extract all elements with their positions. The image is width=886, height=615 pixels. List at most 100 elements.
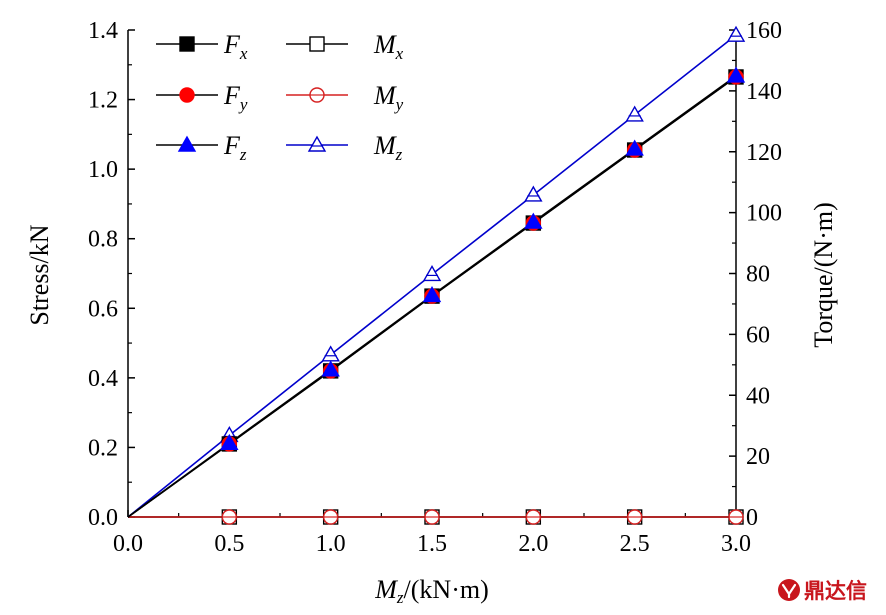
legend-fy-swatch-marker-shape <box>179 87 195 103</box>
series-mz-point-shape <box>625 105 644 122</box>
legend-mz-label: Mz <box>373 131 403 164</box>
series-my-point <box>424 509 440 525</box>
left-y-axis-ticks: 0.0 0.2 0.4 0.6 0.8 1.0 1.2 1.4 <box>88 18 135 531</box>
series-mz-point <box>321 345 340 362</box>
legend-fz-swatch-marker-shape <box>177 135 197 152</box>
x-axis-label-main: M <box>374 575 398 604</box>
x-axis-label: Mz/(kN·m) <box>374 575 489 607</box>
legend-fz-label-main: F <box>223 131 241 160</box>
legend-mz: Mz <box>286 131 403 164</box>
left-y-tick-label: 1.0 <box>88 157 118 183</box>
series-mz-point <box>524 185 543 202</box>
legend-fx: Fx <box>156 30 248 63</box>
legend-fz-label-sub: z <box>239 145 247 164</box>
right-y-tick-label: 100 <box>746 201 782 227</box>
left-y-axis-label: Stress/kN <box>25 224 54 325</box>
x-tick-label: 1.5 <box>417 531 447 557</box>
x-tick-label: 2.0 <box>518 531 548 557</box>
series-mz-point <box>625 105 644 122</box>
right-y-tick-label: 60 <box>746 322 770 348</box>
legend-mz-swatch-marker <box>307 135 327 152</box>
legend-my: My <box>286 81 404 114</box>
legend-my-swatch-marker <box>309 87 325 103</box>
left-y-tick-label: 1.2 <box>88 88 118 114</box>
series-fz-point-shape <box>220 433 239 450</box>
series-fz-point <box>422 286 442 303</box>
series-fz-point-shape <box>625 139 644 156</box>
series-fz-point-shape <box>321 360 340 377</box>
series-fz-point <box>726 66 746 83</box>
x-axis-label-rest: /(kN·m) <box>404 575 489 604</box>
series-mz-point <box>726 25 746 42</box>
legend-fy: Fy <box>156 81 248 114</box>
series-mz-point-shape <box>726 25 746 42</box>
legend-mz-label-main: M <box>373 131 397 160</box>
series-my-point <box>728 509 744 525</box>
right-y-axis-label: Torque/(N·m) <box>809 202 838 347</box>
left-y-tick-label: 0.0 <box>88 505 118 531</box>
legend-mx-label: Mx <box>373 30 404 63</box>
right-y-tick-label: 160 <box>746 18 782 44</box>
legend-fx-label-main: F <box>223 30 241 59</box>
seal-icon <box>778 579 800 601</box>
right-y-tick-label: 0 <box>746 505 758 531</box>
left-y-tick-label: 0.2 <box>88 435 118 461</box>
legend-mx-swatch-marker <box>309 36 325 52</box>
series-fz-point <box>321 360 340 377</box>
series-fz-point <box>625 139 644 156</box>
legend-my-label: My <box>373 81 404 114</box>
series-my-point <box>221 509 238 525</box>
series-my-point <box>322 509 339 525</box>
legend-fy-label-main: F <box>223 81 241 110</box>
legend-fy-swatch-marker <box>179 87 195 103</box>
legend-mx-label-sub: x <box>395 44 404 63</box>
series-my-point <box>525 509 542 525</box>
left-y-tick-label: 0.8 <box>88 227 118 253</box>
right-y-tick-label: 40 <box>746 383 770 409</box>
x-tick-label: 2.5 <box>620 531 650 557</box>
x-tick-label: 1.0 <box>316 531 346 557</box>
series-my-point <box>626 509 643 525</box>
right-y-tick-label: 80 <box>746 262 770 288</box>
series-mz-point-shape <box>422 265 442 282</box>
legend-mx: Mx <box>286 30 404 63</box>
series-fz-point <box>220 433 239 450</box>
legend-fz-swatch-marker <box>177 135 197 152</box>
series-mz-point <box>422 265 442 282</box>
x-tick-label: 0.0 <box>113 531 143 557</box>
legend-mx-label-main: M <box>373 30 397 59</box>
right-y-tick-label: 20 <box>746 444 770 470</box>
legend-fx-label: Fx <box>223 30 248 63</box>
watermark: 鼎达信 <box>778 579 867 603</box>
watermark-text: 鼎达信 <box>804 579 867 603</box>
x-tick-label: 3.0 <box>721 531 751 557</box>
legend-fx-label-sub: x <box>239 44 248 63</box>
legend-fy-label: Fy <box>223 81 248 114</box>
series-fz-point-shape <box>524 212 543 229</box>
left-y-tick-label: 0.6 <box>88 296 118 322</box>
x-axis-ticks: 0.0 0.5 1.0 1.5 2.0 2.5 3.0 <box>113 510 751 557</box>
x-axis-label-sub: z <box>396 588 404 607</box>
legend-fy-label-sub: y <box>238 95 248 114</box>
series-fz-point-shape <box>726 66 746 83</box>
series-fz-point <box>524 212 543 229</box>
series-markers <box>220 25 746 525</box>
legend-mz-label-sub: z <box>395 145 403 164</box>
x-tick-label: 0.5 <box>214 531 244 557</box>
legend-mz-swatch-marker-shape <box>307 135 327 152</box>
legend-fz: Fz <box>156 131 247 164</box>
right-y-tick-label: 140 <box>746 79 782 105</box>
left-y-tick-label: 0.4 <box>88 366 118 392</box>
legend-fx-swatch-marker <box>179 36 195 52</box>
legend-my-label-sub: y <box>394 95 404 114</box>
right-y-tick-label: 120 <box>746 140 782 166</box>
legend-fz-label: Fz <box>223 131 247 164</box>
series-fz-point-shape <box>422 286 442 303</box>
left-y-tick-label: 1.4 <box>88 18 118 44</box>
series-mz-point-shape <box>524 185 543 202</box>
right-y-axis-ticks: 0 20 40 60 80 100 120 140 160 <box>729 18 782 531</box>
legend-my-label-main: M <box>373 81 397 110</box>
series-mz-point-shape <box>321 345 340 362</box>
